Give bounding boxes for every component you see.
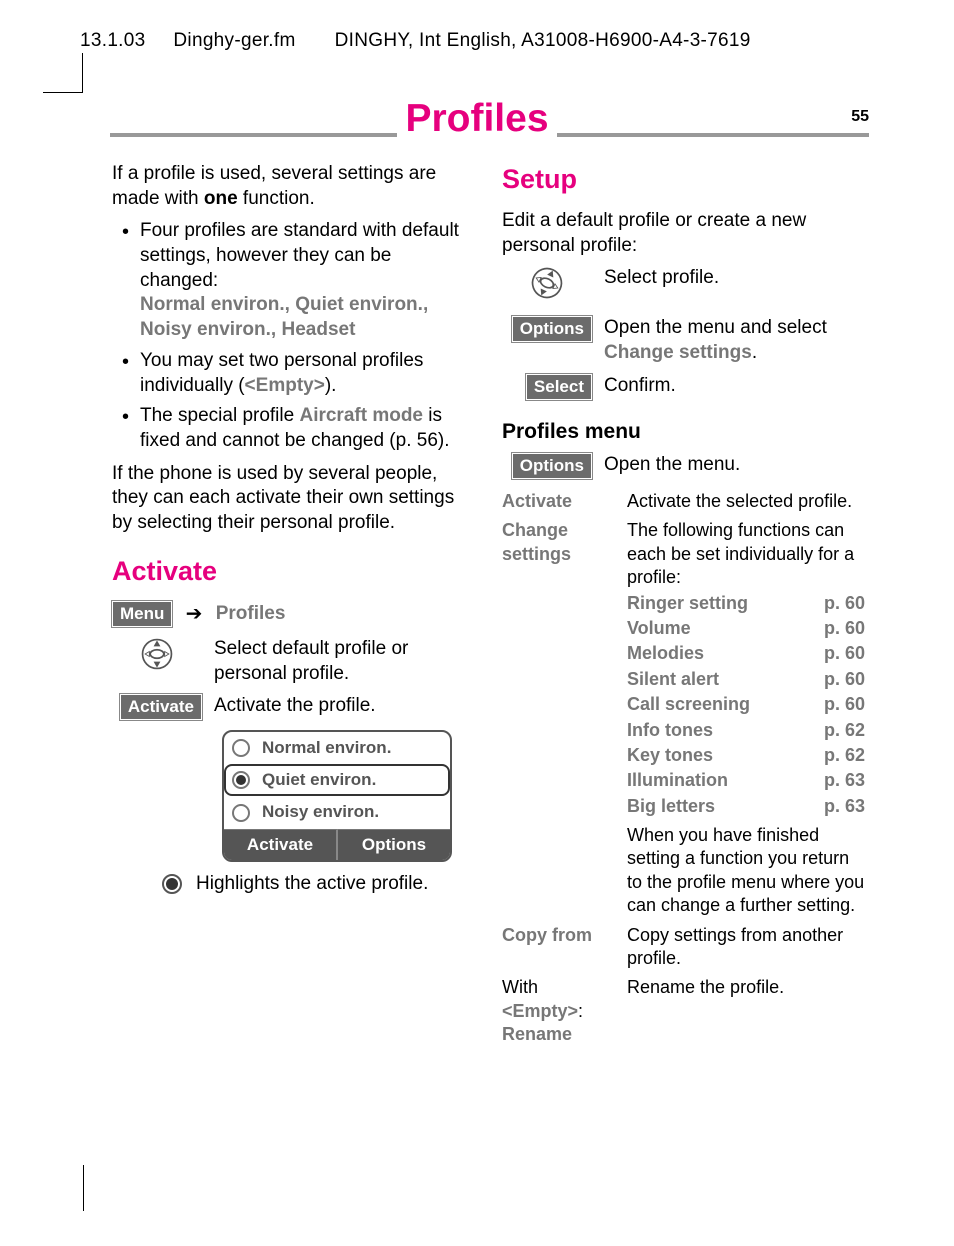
options-button: Options bbox=[512, 316, 592, 342]
nav-key-icon bbox=[140, 637, 174, 671]
function-name: Silent alert bbox=[627, 668, 719, 691]
function-page: p. 60 bbox=[810, 592, 865, 615]
menu-activate-desc: Activate the selected profile. bbox=[627, 487, 869, 516]
function-page: p. 62 bbox=[810, 744, 865, 767]
setup-step2: Open the menu and select Change settings… bbox=[604, 316, 869, 365]
menu-change-note: When you have finished setting a functio… bbox=[627, 824, 865, 918]
function-row: Ringer setting p. 60 bbox=[627, 592, 865, 615]
bullet-aircraft-mode: The special profile Aircraft mode is fix… bbox=[112, 404, 472, 453]
function-name: Big letters bbox=[627, 795, 715, 818]
multi-user-paragraph: If the phone is used by several people, … bbox=[112, 462, 472, 536]
function-page: p. 63 bbox=[810, 769, 865, 792]
softkey-activate: Activate bbox=[224, 829, 338, 860]
profiles-label: Profiles bbox=[216, 603, 286, 624]
menu-change-label: Change settings bbox=[502, 516, 627, 920]
open-menu-text: Open the menu. bbox=[604, 453, 869, 478]
activate-heading: Activate bbox=[112, 554, 472, 589]
menu-activate-label: Activate bbox=[502, 487, 627, 516]
function-row: Melodies p. 60 bbox=[627, 642, 865, 665]
function-page: p. 63 bbox=[810, 795, 865, 818]
phone-row-quiet: Quiet environ. bbox=[224, 764, 450, 796]
page-number: 55 bbox=[851, 108, 869, 126]
legend-text: Highlights the active profile. bbox=[196, 872, 428, 897]
setup-step3: Confirm. bbox=[604, 374, 869, 399]
function-name: Illumination bbox=[627, 769, 728, 792]
profiles-menu-table: Activate Activate the selected profile. … bbox=[502, 487, 869, 1050]
active-profile-icon bbox=[162, 874, 182, 894]
setup-intro: Edit a default profile or create a new p… bbox=[502, 209, 869, 258]
bullet-personal-profiles: You may set two personal profiles indivi… bbox=[112, 349, 472, 398]
function-page: p. 60 bbox=[810, 642, 865, 665]
menu-rename-label: With <Empty>: Rename bbox=[502, 973, 627, 1049]
activate-button: Activate bbox=[120, 694, 202, 720]
function-row: Big letters p. 63 bbox=[627, 795, 865, 818]
menu-path: Menu ➔ Profiles bbox=[112, 601, 472, 627]
phone-display: Normal environ. Quiet environ. Noisy env… bbox=[222, 730, 452, 861]
menu-change-desc: The following functions can each be set … bbox=[627, 519, 865, 589]
radio-icon bbox=[232, 739, 250, 757]
setup-step1: Select profile. bbox=[604, 266, 869, 291]
phone-row-noisy: Noisy environ. bbox=[224, 796, 450, 828]
function-page: p. 60 bbox=[810, 693, 865, 716]
radio-icon bbox=[232, 804, 250, 822]
radio-filled-icon bbox=[232, 771, 250, 789]
function-page: p. 60 bbox=[810, 617, 865, 640]
bullet-default-profiles: Four profiles are standard with default … bbox=[112, 219, 472, 342]
softkey-options: Options bbox=[338, 829, 450, 860]
function-name: Melodies bbox=[627, 642, 704, 665]
setup-heading: Setup bbox=[502, 162, 869, 197]
header-filename: Dinghy-ger.fm bbox=[173, 30, 295, 51]
nav-key-icon bbox=[524, 261, 569, 306]
intro-paragraph: If a profile is used, several settings a… bbox=[112, 162, 472, 211]
function-row: Illumination p. 63 bbox=[627, 769, 865, 792]
function-name: Info tones bbox=[627, 719, 713, 742]
function-name: Ringer setting bbox=[627, 592, 748, 615]
function-row: Silent alert p. 60 bbox=[627, 668, 865, 691]
header-date: 13.1.03 bbox=[80, 30, 146, 51]
select-profile-text: Select default profile or personal profi… bbox=[214, 637, 472, 686]
activate-profile-text: Activate the profile. bbox=[214, 694, 472, 719]
function-row: Call screening p. 60 bbox=[627, 693, 865, 716]
menu-button: Menu bbox=[112, 601, 172, 627]
crop-mark-top bbox=[43, 53, 83, 93]
function-row: Key tones p. 62 bbox=[627, 744, 865, 767]
menu-copy-desc: Copy settings from another profile. bbox=[627, 921, 869, 974]
select-button: Select bbox=[526, 374, 592, 400]
menu-copy-label: Copy from bbox=[502, 921, 627, 974]
phone-row-normal: Normal environ. bbox=[224, 732, 450, 764]
function-name: Volume bbox=[627, 617, 691, 640]
function-page: p. 60 bbox=[810, 668, 865, 691]
function-name: Call screening bbox=[627, 693, 750, 716]
page-title: Profiles bbox=[397, 97, 557, 141]
function-row: Volume p. 60 bbox=[627, 617, 865, 640]
function-page: p. 62 bbox=[810, 719, 865, 742]
profiles-menu-heading: Profiles menu bbox=[502, 418, 869, 445]
menu-rename-desc: Rename the profile. bbox=[627, 973, 869, 1049]
running-header: 13.1.03 Dinghy-ger.fm DINGHY, Int Englis… bbox=[80, 30, 751, 52]
arrow-icon: ➔ bbox=[186, 601, 203, 627]
function-name: Key tones bbox=[627, 744, 713, 767]
header-product: DINGHY, Int English, A31008-H6900-A4-3-7… bbox=[335, 30, 751, 51]
options-button: Options bbox=[512, 453, 592, 479]
function-row: Info tones p. 62 bbox=[627, 719, 865, 742]
crop-mark-bottom bbox=[83, 1165, 84, 1211]
